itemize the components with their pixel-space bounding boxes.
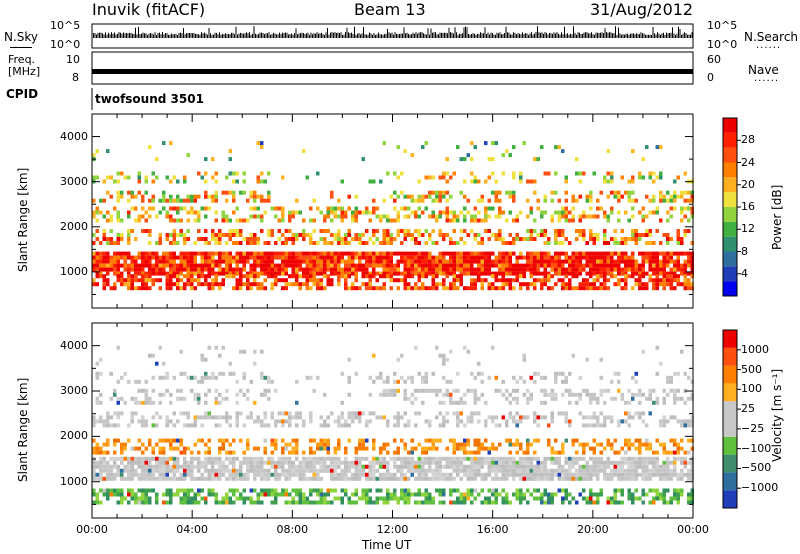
power-ytick-label-4000: 4000 <box>60 129 88 143</box>
nsearch-tick-high: 10^5 <box>707 19 738 32</box>
velocity-ytick-label-1000: 1000 <box>60 474 88 488</box>
power-colorbar-tick-label-5: 8 <box>741 244 748 258</box>
velocity-colorbar-tick-label-0: 1000 <box>741 342 769 356</box>
power-colorbar-segment-8 <box>723 162 737 178</box>
power-colorbar-tick-label-3: 16 <box>741 200 755 213</box>
power-ytick-label-2000: 2000 <box>60 219 88 233</box>
nsky-underline <box>10 47 32 48</box>
power-colorbar-segment-1 <box>723 266 737 282</box>
x-tick-label-3: 12:00 <box>376 523 409 536</box>
x-tick-label-0: 00:00 <box>76 523 108 536</box>
station-title: Inuvik (fitACF) <box>92 0 206 19</box>
velocity-colorbar-segment-5 <box>723 401 737 419</box>
power-colorbar-segment-11 <box>723 118 737 133</box>
nave-dots: ...... <box>754 73 780 84</box>
freq-tick-high: 10 <box>66 53 80 66</box>
power-colorbar-segment-5 <box>723 207 737 222</box>
velocity-colorbar-frame <box>722 329 738 509</box>
power-colorbar-segment-9 <box>723 147 737 163</box>
power-colorbar-segment-7 <box>723 177 737 193</box>
nsearch-label: N.Search <box>744 30 799 44</box>
power-colorbar-tick-label-2: 20 <box>741 177 755 191</box>
velocity-colorbar-tick-label-3: 25 <box>741 402 755 416</box>
freq-label-line2: [MHz] <box>8 65 41 78</box>
nave-tick-low: 0 <box>707 71 714 84</box>
x-tick-label-6: 00:00 <box>677 523 709 536</box>
x-tick-label-2: 08:00 <box>276 523 309 536</box>
x-axis-label: Time UT <box>362 538 412 552</box>
date-title: 31/Aug/2012 <box>590 0 694 19</box>
power-colorbar-tick-label-0: 28 <box>741 133 755 147</box>
nsky-label: N.Sky <box>4 30 39 44</box>
power-ytick-label-3000: 3000 <box>60 174 88 188</box>
x-tick-label-1: 04:00 <box>176 523 208 536</box>
velocity-colorbar-segment-6 <box>723 383 737 402</box>
freq-label-line1: Freq. <box>8 53 36 66</box>
velocity-colorbar-tick-label-7: −1000 <box>741 481 779 495</box>
x-tick-label-4: 16:00 <box>476 523 509 536</box>
freq-panel-frame <box>91 51 694 85</box>
power-colorbar-segment-3 <box>723 236 737 252</box>
velocity-colorbar-segment-7 <box>723 365 737 384</box>
velocity-colorbar-segment-3 <box>723 436 737 455</box>
x-tick-label-5: 20:00 <box>576 523 609 536</box>
power-colorbar-tick-label-6: 4 <box>741 266 748 280</box>
velocity-colorbar-tick-label-2: 100 <box>741 382 762 396</box>
velocity-ytick-label-2000: 2000 <box>60 429 88 443</box>
nsearch-dots: ...... <box>756 40 782 51</box>
velocity-colorbar-tick-label-5: −100 <box>741 441 772 455</box>
beam-title: Beam 13 <box>354 0 426 19</box>
cpid-value: twofsound 3501 <box>95 92 204 106</box>
velocity-colorbar-segment-0 <box>723 490 737 508</box>
power-colorbar-tick-label-1: 24 <box>741 155 755 169</box>
velocity-colorbar-segment-4 <box>723 419 737 437</box>
nsky-tick-low: 10^0 <box>50 38 81 51</box>
velocity-colorbar-segment-2 <box>723 454 737 473</box>
power-heatmap-cells <box>92 141 694 291</box>
nsky-tick-high: 10^5 <box>50 19 81 32</box>
velocity-colorbar-segment-9 <box>723 330 737 348</box>
velocity-colorbar-segment-1 <box>723 472 737 491</box>
velocity-heatmap-cells <box>92 345 694 505</box>
nsky-trace <box>91 26 693 38</box>
velocity-ytick-label-4000: 4000 <box>60 338 88 352</box>
power-colorbar-segment-10 <box>723 132 737 148</box>
power-colorbar-segment-2 <box>723 251 737 267</box>
velocity-colorbar-segment-8 <box>723 347 737 366</box>
power-ytick-label-1000: 1000 <box>60 264 88 278</box>
nave-label: Nave <box>748 63 779 77</box>
velocity-ytick-label-3000: 3000 <box>60 384 88 398</box>
power-colorbar-segment-0 <box>723 281 737 296</box>
freq-tick-low: 8 <box>72 71 79 84</box>
power-colorbar-tick-label-4: 12 <box>741 222 755 236</box>
cpid-label: CPID <box>6 87 39 101</box>
velocity-colorbar-tick-label-6: −500 <box>741 461 772 475</box>
power-colorbar-segment-6 <box>723 192 737 207</box>
velocity-colorbar-tick-label-4: −25 <box>741 421 765 435</box>
power-colorbar-segment-4 <box>723 221 737 237</box>
nave-tick-high: 60 <box>707 53 721 66</box>
freq-trace <box>92 69 693 74</box>
nsearch-tick-low: 10^0 <box>707 38 738 51</box>
velocity-colorbar-tick-label-1: 500 <box>741 362 762 376</box>
